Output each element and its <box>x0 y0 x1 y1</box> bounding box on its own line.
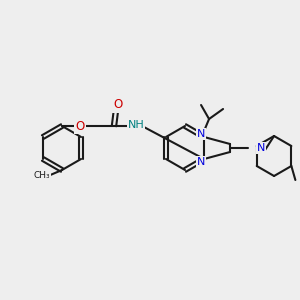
Text: N: N <box>257 143 265 153</box>
Text: CH₃: CH₃ <box>34 172 50 181</box>
Text: N: N <box>197 157 205 167</box>
Text: O: O <box>75 119 85 133</box>
Text: N: N <box>197 129 205 139</box>
Text: O: O <box>113 98 123 112</box>
Text: NH: NH <box>128 120 144 130</box>
